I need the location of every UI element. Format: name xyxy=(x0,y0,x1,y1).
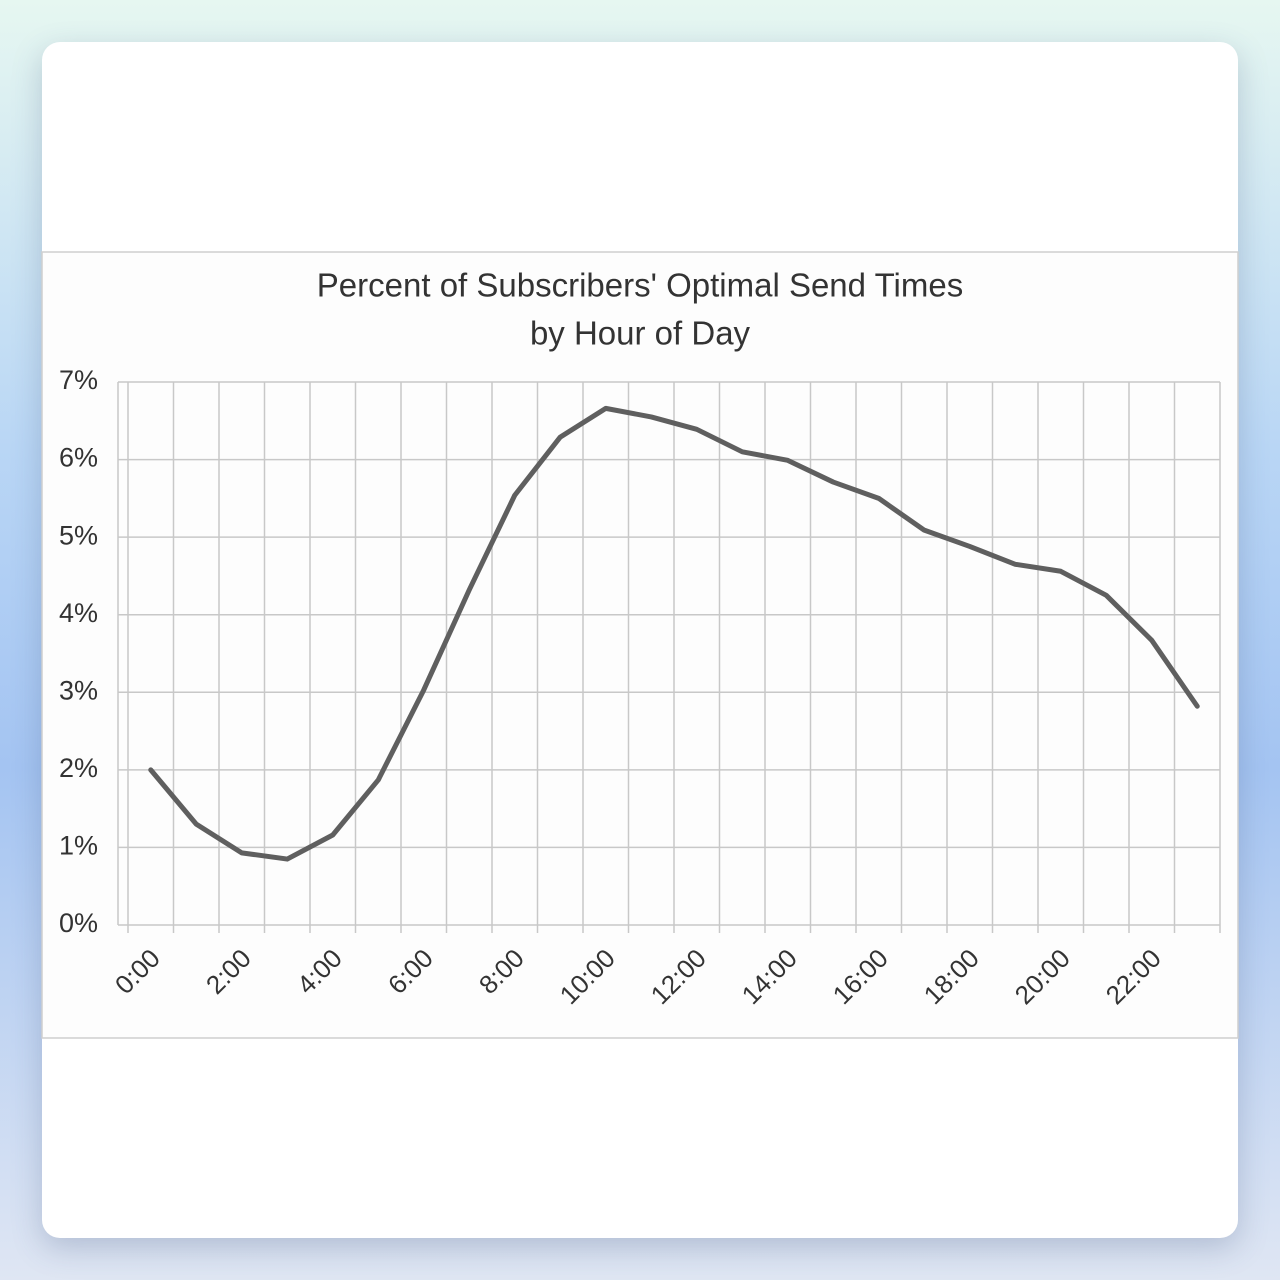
chart-title: Percent of Subscribers' Optimal Send Tim… xyxy=(317,267,963,304)
y-tick-label: 6% xyxy=(59,443,98,473)
y-tick-label: 1% xyxy=(59,831,98,861)
chart-subtitle: by Hour of Day xyxy=(530,315,751,352)
data-line xyxy=(148,405,1200,862)
y-tick-label: 3% xyxy=(59,675,98,705)
y-tick-label: 2% xyxy=(59,753,98,783)
y-tick-label: 0% xyxy=(59,908,98,938)
y-tick-label: 4% xyxy=(59,598,98,628)
y-tick-label: 7% xyxy=(59,365,98,395)
chart-frame xyxy=(41,251,1239,1039)
y-tick-label: 5% xyxy=(59,520,98,550)
